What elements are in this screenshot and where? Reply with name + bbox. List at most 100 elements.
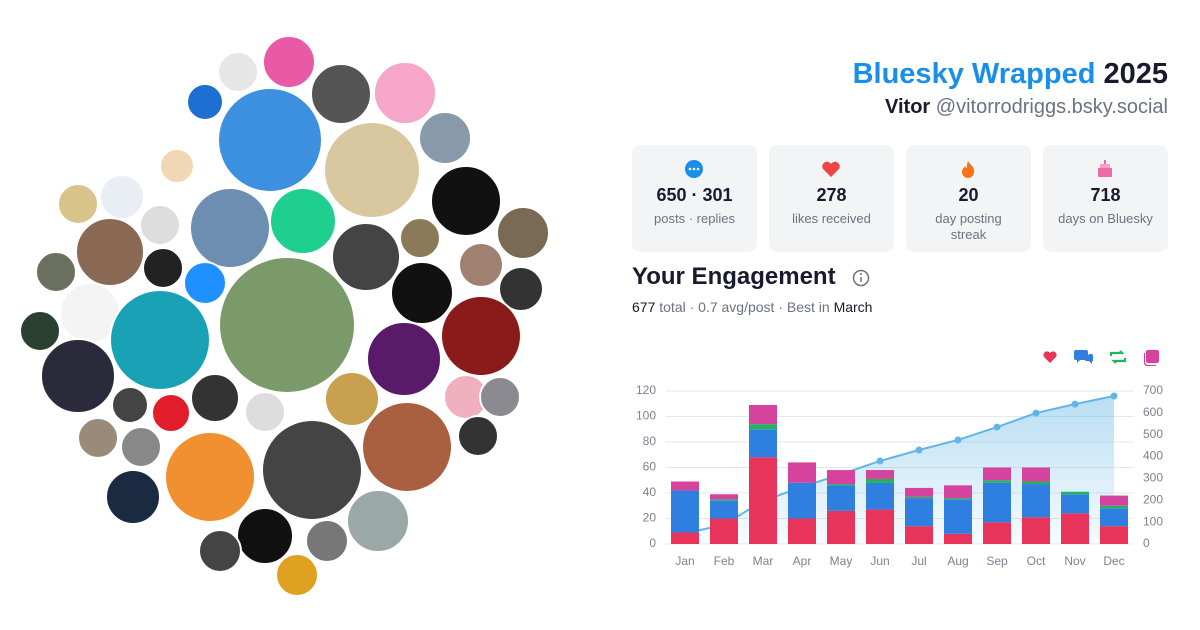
y-tick-label: 120 bbox=[636, 383, 656, 397]
y2-tick-label: 500 bbox=[1143, 427, 1163, 441]
avatar[interactable] bbox=[198, 529, 242, 573]
line-point bbox=[993, 423, 1001, 431]
avatar[interactable] bbox=[458, 242, 504, 288]
x-tick-label: Oct bbox=[1027, 554, 1046, 568]
bar-segment bbox=[866, 478, 894, 483]
avatar[interactable] bbox=[399, 217, 441, 259]
x-tick-label: Jun bbox=[870, 554, 889, 568]
avatar[interactable] bbox=[105, 469, 161, 525]
avatar[interactable] bbox=[120, 426, 162, 468]
bar-segment bbox=[983, 522, 1011, 544]
avatar[interactable] bbox=[275, 553, 319, 597]
line-point bbox=[1032, 409, 1040, 417]
bar-segment bbox=[1022, 484, 1050, 518]
avatar[interactable] bbox=[310, 63, 372, 125]
avatar[interactable] bbox=[373, 61, 437, 125]
bar-segment bbox=[710, 494, 738, 500]
bar-segment bbox=[710, 500, 738, 519]
x-tick-label: Feb bbox=[714, 554, 735, 568]
avatar[interactable] bbox=[151, 393, 191, 433]
avatar[interactable] bbox=[361, 401, 453, 493]
x-tick-label: Dec bbox=[1103, 554, 1124, 568]
avatar[interactable] bbox=[479, 376, 521, 418]
bar-segment bbox=[944, 499, 972, 534]
avatar[interactable] bbox=[217, 87, 323, 193]
avatar[interactable] bbox=[430, 165, 502, 237]
bar-segment bbox=[905, 496, 933, 499]
bar-segment bbox=[1022, 517, 1050, 544]
bar-segment bbox=[866, 509, 894, 544]
avatar[interactable] bbox=[498, 266, 544, 312]
line-point bbox=[915, 446, 923, 454]
avatar[interactable] bbox=[99, 174, 145, 220]
avatar[interactable] bbox=[142, 247, 184, 289]
summary: 677 total · 0.7 avg/post · Best in March bbox=[632, 299, 872, 315]
x-tick-label: Sep bbox=[986, 554, 1008, 568]
bar-segment bbox=[1100, 495, 1128, 506]
avatar[interactable] bbox=[496, 206, 550, 260]
avatar[interactable] bbox=[111, 386, 149, 424]
avatar[interactable] bbox=[269, 187, 337, 255]
avatar[interactable] bbox=[236, 507, 294, 565]
bar-segment bbox=[1100, 508, 1128, 527]
bar-segment bbox=[905, 498, 933, 527]
avatar[interactable] bbox=[390, 261, 454, 325]
stat-value: 650 · 301 bbox=[656, 185, 733, 205]
bar-segment bbox=[827, 470, 855, 485]
stat-card: 20 day posting streak bbox=[906, 145, 1031, 252]
avatar[interactable] bbox=[75, 217, 145, 287]
avatar[interactable] bbox=[139, 204, 181, 246]
avatar[interactable] bbox=[324, 371, 380, 427]
info-icon[interactable] bbox=[852, 269, 870, 287]
avatar[interactable] bbox=[35, 251, 77, 293]
avatar[interactable] bbox=[19, 310, 61, 352]
avatar[interactable] bbox=[305, 519, 349, 563]
avatar[interactable] bbox=[418, 111, 472, 165]
profile: Vitor @vitorrodriggs.bsky.social bbox=[885, 96, 1168, 119]
avatar[interactable] bbox=[164, 431, 256, 523]
avatar[interactable] bbox=[159, 148, 195, 184]
avatar[interactable] bbox=[183, 261, 227, 305]
avatar[interactable] bbox=[261, 419, 363, 521]
x-tick-label: May bbox=[830, 554, 853, 568]
line-point bbox=[876, 457, 884, 465]
avatar[interactable] bbox=[218, 256, 356, 394]
stat-value: 20 bbox=[958, 185, 979, 205]
bar-segment bbox=[944, 485, 972, 499]
avatar[interactable] bbox=[217, 51, 259, 93]
x-tick-label: Nov bbox=[1064, 554, 1085, 568]
bar-segment bbox=[1061, 491, 1089, 495]
avatar[interactable] bbox=[57, 183, 99, 225]
avatar[interactable] bbox=[262, 35, 316, 89]
bar-segment bbox=[1022, 467, 1050, 482]
bar-segment bbox=[983, 482, 1011, 523]
avatar[interactable] bbox=[40, 338, 116, 414]
avatar[interactable] bbox=[323, 121, 421, 219]
y-tick-label: 60 bbox=[643, 460, 657, 474]
avatar[interactable] bbox=[331, 222, 401, 292]
y2-tick-label: 0 bbox=[1143, 536, 1150, 550]
avatar[interactable] bbox=[346, 489, 410, 553]
x-tick-label: Aug bbox=[947, 554, 968, 568]
line-point bbox=[1071, 400, 1079, 408]
avatar[interactable] bbox=[366, 321, 442, 397]
avatar[interactable] bbox=[77, 417, 119, 459]
y-tick-label: 100 bbox=[636, 409, 656, 423]
x-tick-label: Apr bbox=[793, 554, 812, 568]
y2-tick-label: 300 bbox=[1143, 471, 1163, 485]
y2-tick-label: 600 bbox=[1143, 405, 1163, 419]
bar-segment bbox=[749, 405, 777, 425]
avatar[interactable] bbox=[457, 415, 499, 457]
avatar[interactable] bbox=[186, 83, 224, 121]
avatar[interactable] bbox=[189, 187, 271, 269]
avatar[interactable] bbox=[244, 391, 286, 433]
avatar[interactable] bbox=[109, 289, 211, 391]
stat-value: 718 bbox=[1090, 185, 1121, 205]
bar-segment bbox=[827, 510, 855, 544]
y-tick-label: 40 bbox=[643, 485, 657, 499]
avatar[interactable] bbox=[190, 373, 240, 423]
avatar[interactable] bbox=[440, 295, 522, 377]
avatar-cloud bbox=[19, 35, 550, 597]
